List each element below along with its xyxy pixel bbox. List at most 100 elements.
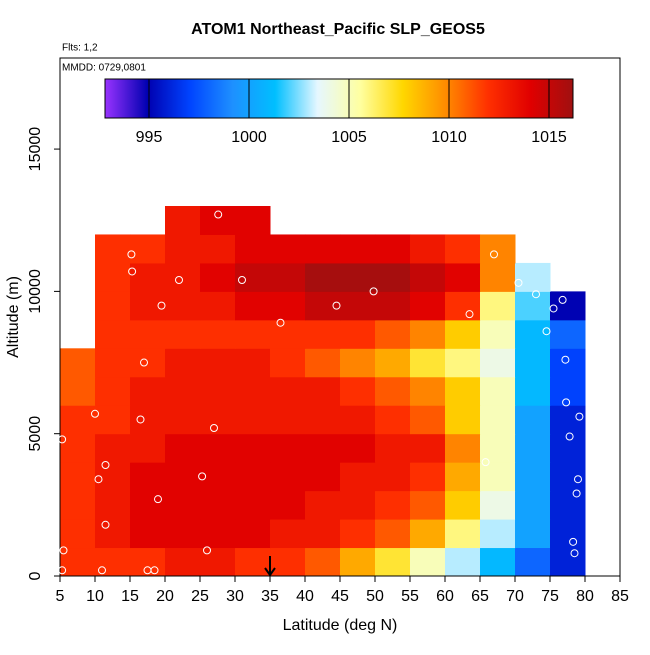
heat-cell	[305, 405, 341, 435]
heat-cell	[305, 319, 341, 349]
heat-cell	[165, 291, 201, 321]
heat-cell	[130, 462, 166, 492]
heat-cell	[165, 433, 201, 463]
heat-cell	[410, 547, 446, 577]
arrow	[264, 556, 276, 577]
heat-cell	[410, 490, 446, 520]
heat-cell	[130, 547, 166, 577]
heat-cell	[305, 348, 341, 378]
sample-point	[140, 358, 148, 367]
heat-cell	[165, 319, 201, 349]
y-tick-label: 0	[27, 571, 44, 580]
heatmap	[60, 206, 586, 577]
heat-cell	[550, 319, 586, 349]
sample-point	[514, 278, 523, 287]
heat-cell	[235, 547, 271, 577]
heat-cell	[410, 291, 446, 321]
heat-cell	[270, 348, 306, 378]
heat-cell	[340, 234, 376, 264]
chart-title: ATOM1 Northeast_Pacific SLP_GEOS5	[191, 21, 485, 38]
heat-cell	[515, 376, 551, 406]
x-tick-label: 10	[86, 588, 104, 605]
heat-cell	[270, 490, 306, 520]
sample-point	[465, 310, 474, 319]
heat-cell	[340, 405, 376, 435]
heat-cell	[515, 348, 551, 378]
heat-cell	[375, 291, 411, 321]
heat-cell	[165, 234, 201, 264]
heat-cell	[375, 319, 411, 349]
sample-point	[91, 409, 99, 418]
heat-cell	[165, 547, 201, 577]
sample-point	[98, 566, 106, 575]
heat-cell	[270, 376, 306, 406]
heat-cell	[375, 433, 411, 463]
heat-cell	[340, 291, 376, 321]
heat-cell	[165, 405, 201, 435]
heat-cell	[235, 234, 271, 264]
heat-cell	[60, 376, 96, 406]
heat-cell	[375, 376, 411, 406]
heat-cell	[95, 376, 131, 406]
colorbar	[104, 78, 574, 119]
sample-point	[150, 566, 159, 575]
heat-cell	[445, 348, 481, 378]
heat-cell	[445, 234, 481, 264]
heat-cell	[60, 490, 96, 520]
heat-cell	[375, 234, 411, 264]
x-tick-label: 30	[226, 588, 244, 605]
sample-point	[214, 210, 223, 219]
heat-cell	[270, 462, 306, 492]
heat-cell	[410, 262, 446, 292]
sample-point	[542, 327, 551, 336]
sample-point	[276, 318, 285, 327]
heat-cell	[515, 262, 551, 292]
heat-cell	[200, 262, 236, 292]
heat-cell	[235, 291, 271, 321]
heat-cell	[235, 206, 271, 235]
heat-cell	[550, 433, 586, 463]
heat-cell	[270, 519, 306, 549]
heat-cell	[200, 547, 236, 577]
heat-cell	[375, 547, 411, 577]
sample-point	[210, 424, 218, 432]
colorbar-tick-label: 1005	[331, 129, 367, 146]
heat-cell	[130, 405, 166, 435]
heat-cell	[95, 262, 131, 292]
heat-cell	[480, 262, 516, 292]
heat-cell	[410, 519, 446, 549]
sample-point	[58, 435, 67, 444]
heat-cell	[235, 376, 271, 406]
heat-cell	[270, 433, 306, 463]
heat-cell	[95, 490, 131, 520]
heat-cell	[550, 519, 586, 549]
heat-cell	[270, 319, 306, 349]
y-tick-label: 5000	[27, 416, 44, 452]
sample-point	[532, 290, 540, 299]
sample-point	[127, 250, 136, 259]
colorbar-tick-label: 1000	[231, 129, 267, 146]
sample-point	[561, 355, 570, 364]
heat-cell	[235, 262, 271, 292]
x-tick-label: 25	[191, 588, 209, 605]
x-tick-label: 15	[121, 588, 139, 605]
heat-cell	[340, 519, 376, 549]
heat-cell	[305, 234, 341, 264]
heat-cell	[375, 405, 411, 435]
y-axis-label: Altitude (m)	[5, 276, 22, 358]
heat-cell	[480, 433, 516, 463]
sample-point	[570, 549, 579, 558]
x-tick-label: 40	[296, 588, 314, 605]
heat-cell	[130, 376, 166, 406]
heat-cell	[270, 262, 306, 292]
heat-cell	[480, 376, 516, 406]
heat-cell	[165, 519, 201, 549]
heat-cell	[60, 405, 96, 435]
sample-point	[575, 412, 584, 421]
heat-cell	[375, 490, 411, 520]
sample-point	[101, 520, 110, 529]
heat-cell	[165, 262, 201, 292]
heat-cell	[130, 519, 166, 549]
sample-point	[569, 537, 578, 546]
x-tick-label: 80	[576, 588, 594, 605]
